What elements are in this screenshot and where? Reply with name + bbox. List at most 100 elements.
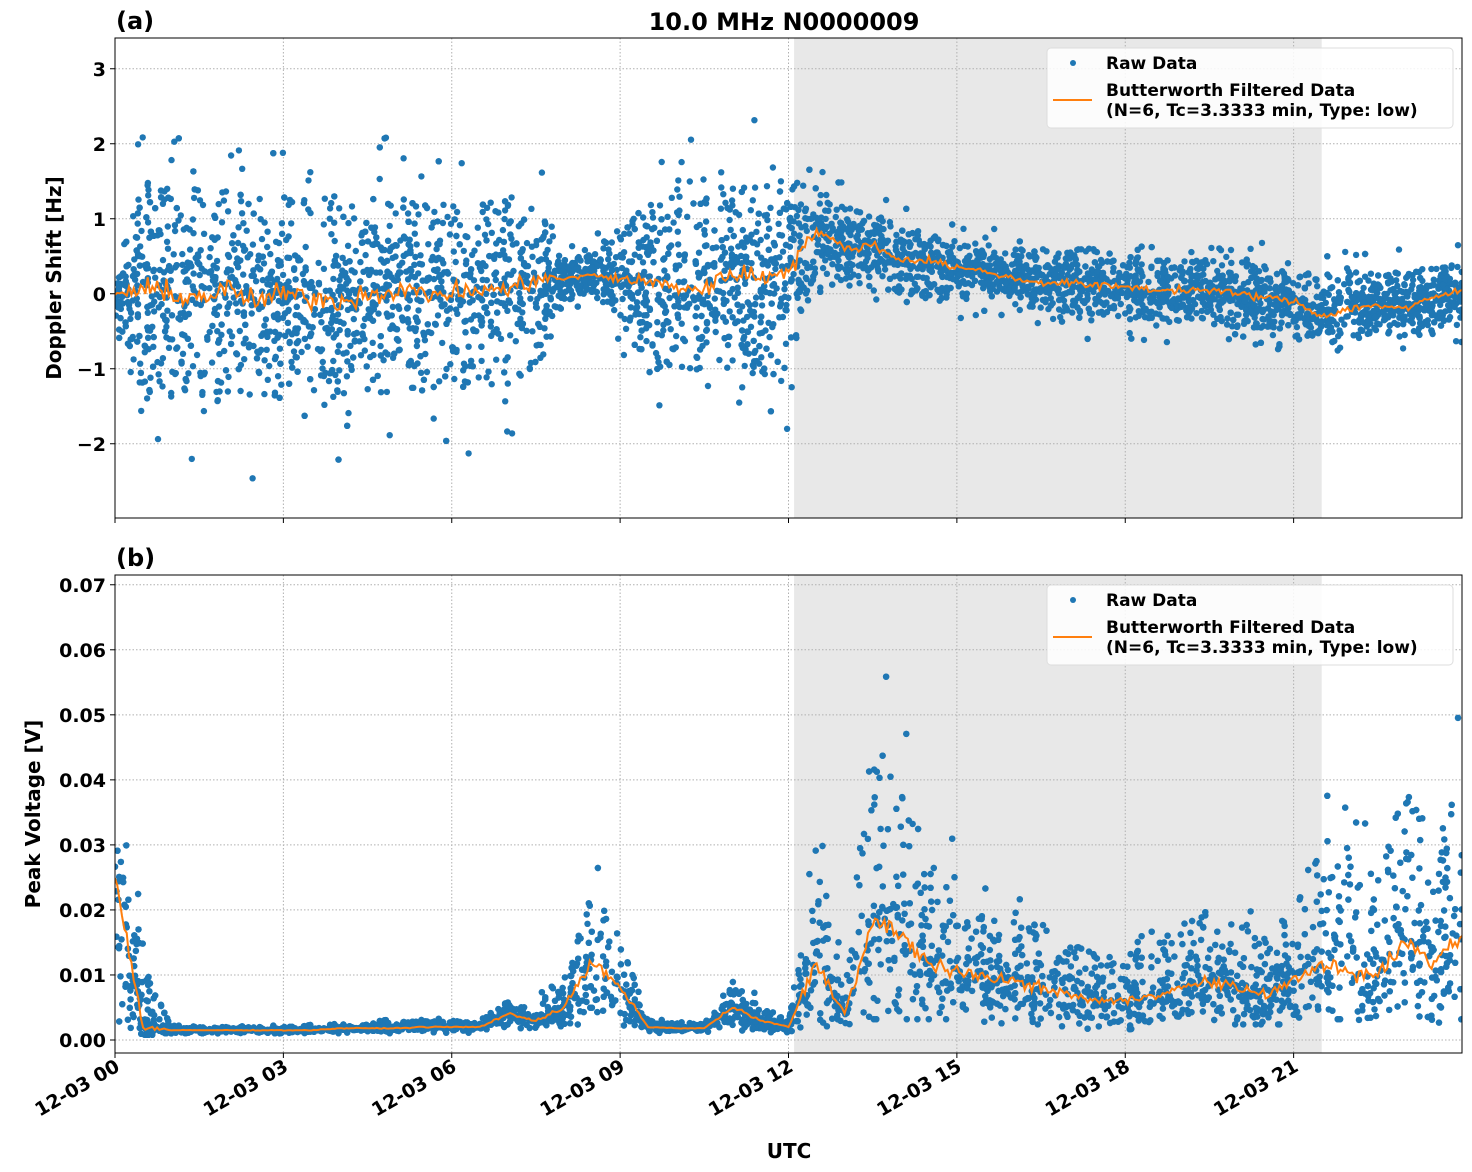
raw-point <box>636 253 643 261</box>
raw-point <box>1036 288 1044 296</box>
raw-point <box>1198 307 1206 315</box>
raw-point <box>769 164 777 171</box>
raw-point <box>218 321 225 328</box>
raw-point <box>173 345 180 352</box>
raw-point <box>798 269 806 276</box>
raw-point <box>561 257 569 264</box>
raw-point <box>194 251 202 258</box>
raw-point <box>716 356 723 364</box>
raw-point <box>388 312 395 319</box>
raw-point <box>1457 314 1462 321</box>
raw-point <box>936 288 943 295</box>
raw-point <box>364 386 371 393</box>
raw-point <box>483 216 490 223</box>
raw-point <box>462 329 469 336</box>
raw-point <box>758 294 765 301</box>
raw-point <box>631 251 638 258</box>
raw-point <box>930 234 937 242</box>
raw-point <box>1327 285 1334 292</box>
raw-point <box>693 304 700 311</box>
raw-point <box>823 224 830 231</box>
raw-point <box>464 379 471 386</box>
raw-point <box>219 189 226 196</box>
raw-point <box>544 246 551 254</box>
raw-point <box>1074 246 1081 254</box>
raw-point <box>726 216 733 224</box>
raw-point <box>1156 304 1163 311</box>
raw-point <box>137 369 145 377</box>
raw-point <box>474 224 481 231</box>
raw-point <box>795 206 802 214</box>
raw-point <box>1074 261 1081 269</box>
raw-point <box>776 188 784 195</box>
raw-point <box>278 220 286 227</box>
raw-point <box>320 221 327 228</box>
raw-point <box>321 401 328 408</box>
raw-point <box>274 257 282 264</box>
raw-point <box>1393 277 1400 284</box>
raw-point <box>412 253 419 261</box>
raw-point <box>1296 312 1304 319</box>
raw-point <box>1435 315 1443 322</box>
raw-point <box>882 196 890 204</box>
raw-point <box>1361 250 1369 258</box>
raw-point <box>615 335 622 342</box>
raw-point <box>777 178 785 185</box>
raw-point <box>1126 307 1133 315</box>
raw-point <box>1019 281 1026 289</box>
raw-point <box>478 314 485 321</box>
raw-point <box>158 300 165 308</box>
raw-point <box>164 223 171 230</box>
raw-point <box>370 282 377 289</box>
raw-point <box>772 265 779 273</box>
raw-point <box>484 309 491 317</box>
raw-point <box>887 223 894 230</box>
raw-point <box>1117 273 1125 280</box>
raw-point <box>1210 311 1217 318</box>
raw-point <box>117 314 124 322</box>
raw-point <box>344 242 352 249</box>
raw-point <box>417 369 425 376</box>
raw-point <box>675 251 683 259</box>
raw-point <box>149 323 156 330</box>
raw-point <box>943 242 950 250</box>
raw-point <box>625 283 632 290</box>
raw-point <box>377 389 385 396</box>
raw-point <box>264 376 271 383</box>
raw-point <box>1181 258 1188 265</box>
raw-point <box>1223 321 1231 328</box>
raw-point <box>357 352 365 359</box>
raw-point <box>1386 322 1394 329</box>
raw-point <box>1169 297 1176 305</box>
raw-point <box>802 222 809 230</box>
raw-point <box>1248 274 1255 281</box>
raw-point <box>807 264 814 271</box>
raw-point <box>1375 272 1382 279</box>
raw-point <box>949 243 956 250</box>
raw-point <box>147 374 154 381</box>
raw-point <box>470 327 477 335</box>
raw-point <box>1060 291 1067 298</box>
raw-point <box>319 365 326 372</box>
raw-point <box>1305 302 1312 309</box>
raw-point <box>235 147 243 154</box>
raw-point <box>1352 251 1360 259</box>
raw-point <box>718 184 725 191</box>
raw-point <box>656 229 664 236</box>
raw-point <box>150 266 158 274</box>
raw-point <box>765 246 772 253</box>
raw-point <box>752 301 759 308</box>
raw-point <box>762 327 769 334</box>
raw-point <box>249 475 256 482</box>
raw-point <box>331 237 338 245</box>
raw-point <box>150 343 157 350</box>
raw-point <box>454 296 462 303</box>
raw-point <box>301 412 308 419</box>
raw-point <box>1424 317 1432 324</box>
raw-point <box>288 358 295 366</box>
raw-point <box>639 319 646 326</box>
raw-point <box>528 243 536 250</box>
raw-point <box>364 238 372 245</box>
raw-point <box>271 328 279 336</box>
